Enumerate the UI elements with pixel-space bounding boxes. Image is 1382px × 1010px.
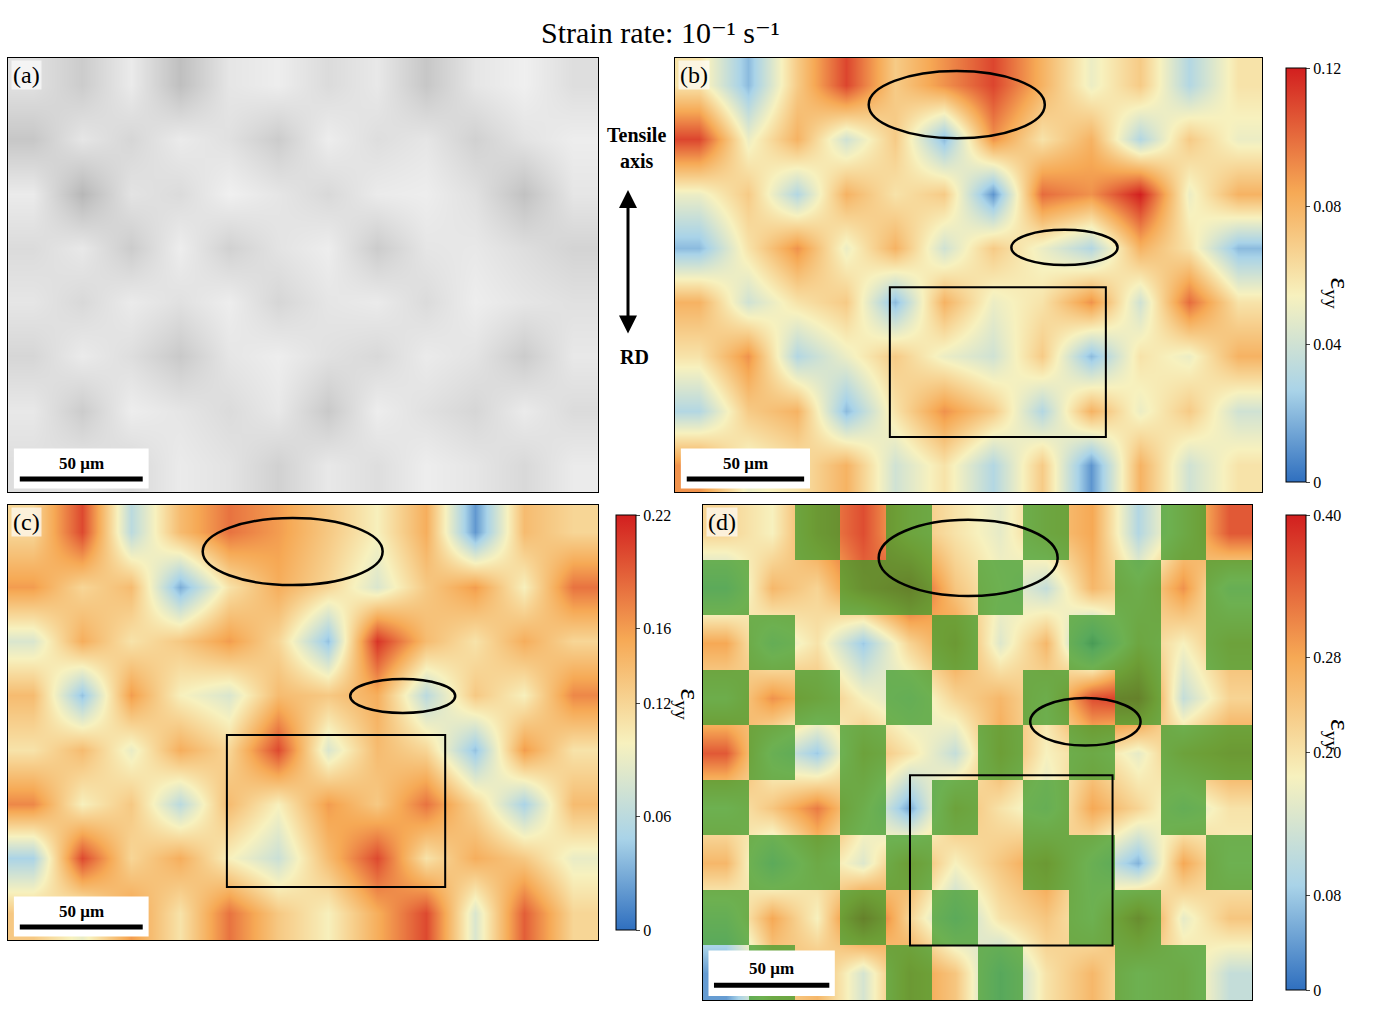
svg-text:50 μm: 50 μm (749, 959, 794, 978)
svg-text:0.08: 0.08 (1313, 198, 1341, 215)
svg-text:0.16: 0.16 (643, 620, 671, 637)
svg-text:(b): (b) (680, 62, 708, 88)
svg-text:0.06: 0.06 (643, 808, 671, 825)
svg-text:ε​yy​: ε​yy​ (1321, 278, 1356, 310)
svg-text:RD: RD (620, 346, 649, 368)
svg-text:0: 0 (1313, 474, 1321, 491)
svg-text:0: 0 (643, 922, 651, 939)
svg-text:50 μm: 50 μm (723, 454, 768, 473)
svg-text:0.28: 0.28 (1313, 649, 1341, 666)
svg-text:(a): (a) (13, 62, 40, 88)
svg-text:ε​yy​: ε​yy​ (1321, 719, 1356, 751)
svg-text:0.08: 0.08 (1313, 887, 1341, 904)
svg-text:(d): (d) (708, 509, 736, 535)
svg-text:0.04: 0.04 (1313, 336, 1341, 353)
svg-text:50 μm: 50 μm (59, 454, 104, 473)
svg-text:0.20: 0.20 (1313, 744, 1341, 761)
svg-text:0.22: 0.22 (643, 507, 671, 524)
svg-text:(c): (c) (13, 509, 40, 535)
svg-text:50 μm: 50 μm (59, 902, 104, 921)
svg-text:Strain rate: 10⁻¹ s⁻¹: Strain rate: 10⁻¹ s⁻¹ (541, 16, 780, 49)
svg-text:0.40: 0.40 (1313, 507, 1341, 524)
svg-text:0.12: 0.12 (1313, 60, 1341, 77)
svg-text:0: 0 (1313, 982, 1321, 999)
svg-text:0.12: 0.12 (643, 695, 671, 712)
svg-text:Tensileaxis: Tensileaxis (607, 124, 666, 172)
svg-text:ε​yy​: ε​yy​ (671, 689, 706, 721)
